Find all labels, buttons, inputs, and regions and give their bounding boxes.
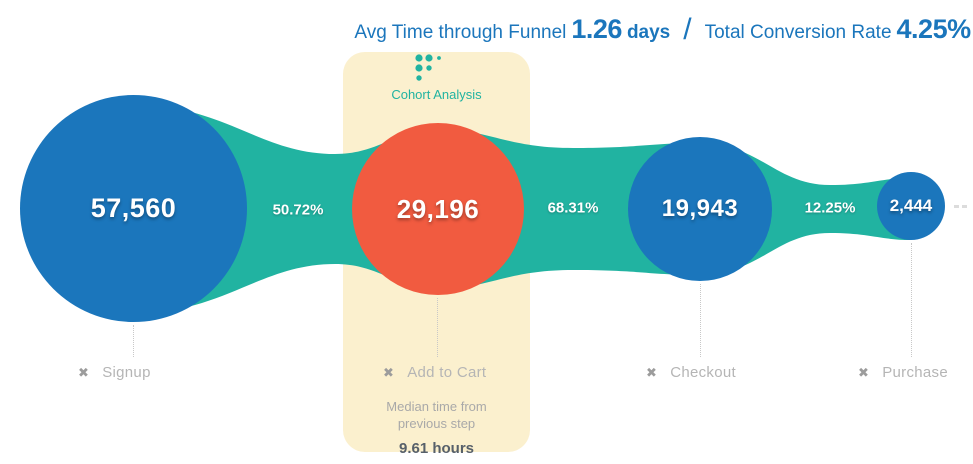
conversion-rate-2: 68.31% [547, 199, 599, 217]
remove-stage-icon[interactable]: ✖ [383, 365, 395, 380]
cohort-analysis-icon[interactable] [414, 53, 444, 83]
avg-time-value: 1.26 [571, 14, 622, 44]
stage-label-purchase: ✖ Purchase [858, 364, 948, 381]
stage-label-checkout: ✖ Checkout [646, 364, 736, 381]
stage-name-purchase: Purchase [882, 364, 948, 381]
connector-purchase [911, 243, 912, 357]
stage-count-checkout: 19,943 [661, 195, 739, 222]
median-time-label-line1: Median time from [386, 399, 487, 414]
stage-name-signup: Signup [102, 364, 151, 381]
stage-circle-addtocart[interactable]: 29,196 [352, 123, 524, 295]
median-time-label-line2: previous step [397, 415, 476, 431]
conversion-rate-3: 12.25% [804, 199, 856, 217]
stage-name-addtocart: Add to Cart [407, 364, 487, 381]
stage-label-addtocart: ✖ Add to Cart [383, 364, 486, 381]
remove-stage-icon[interactable]: ✖ [646, 365, 658, 380]
stage-circle-purchase[interactable]: 2,444 [877, 172, 945, 240]
conversion-rate-value: 4.25% [896, 14, 972, 44]
median-time-block: Median time from previous step 9.61 hour… [343, 399, 530, 458]
avg-time-label: Avg Time through Funnel [354, 22, 567, 43]
conversion-rate-1: 50.72% [272, 201, 324, 219]
avg-time-unit: days [626, 22, 671, 43]
stage-count-purchase: 2,444 [889, 196, 933, 215]
conversion-rate-label: Total Conversion Rate [704, 22, 892, 43]
stage-name-checkout: Checkout [670, 364, 736, 381]
funnel-summary-header: Avg Time through Funnel 1.26 days / Tota… [354, 12, 972, 46]
stage-circle-signup[interactable]: 57,560 [20, 95, 247, 322]
remove-stage-icon[interactable]: ✖ [78, 365, 90, 380]
trailing-dash [954, 205, 970, 208]
stage-count-addtocart: 29,196 [396, 193, 480, 224]
remove-stage-icon[interactable]: ✖ [858, 365, 870, 380]
cohort-analysis-link[interactable]: Cohort Analysis [391, 87, 482, 102]
stage-circle-checkout[interactable]: 19,943 [628, 137, 772, 281]
stage-count-signup: 57,560 [90, 193, 177, 223]
connector-checkout [700, 284, 701, 357]
header-separator: / [683, 13, 692, 46]
connector-signup [133, 325, 134, 357]
median-time-value: 9.61 hours [398, 439, 475, 457]
stage-label-signup: ✖ Signup [78, 364, 151, 381]
connector-addtocart [437, 298, 438, 357]
